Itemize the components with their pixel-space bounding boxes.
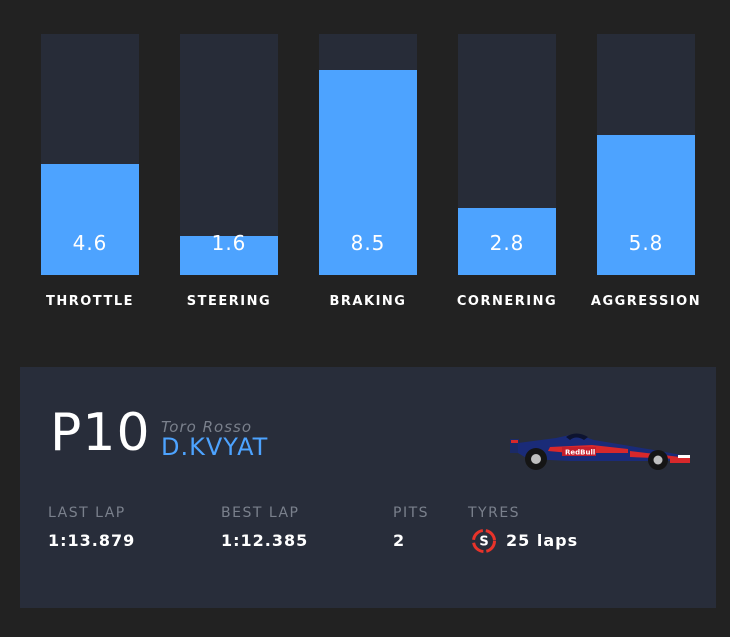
- best-lap-value: 1:12.385: [221, 531, 309, 550]
- throttle-label: THROTTLE: [45, 294, 134, 309]
- soft-tyre-icon: S: [472, 529, 496, 553]
- aggression-bar: 5.8: [597, 34, 695, 275]
- throttle-bar: 4.6: [41, 34, 139, 275]
- tyre-compound-letter: S: [479, 535, 488, 550]
- braking-label: BRAKING: [329, 294, 407, 309]
- last-lap-value: 1:13.879: [48, 531, 136, 550]
- steering-bar: 1.6: [180, 34, 278, 275]
- driver-info-panel: P10 Toro Rosso D.KVYAT RedBull: [20, 367, 716, 608]
- race-position: P10: [50, 403, 151, 463]
- aggression-value: 5.8: [628, 231, 664, 255]
- steering-value: 1.6: [211, 231, 247, 255]
- pits-value: 2: [393, 531, 406, 550]
- driver-name: D.KVYAT: [161, 433, 269, 461]
- steering-label: STEERING: [186, 294, 272, 309]
- f1-car-icon: RedBull: [510, 433, 690, 470]
- aggression-bar-fill: [597, 135, 695, 275]
- cornering-value: 2.8: [489, 231, 525, 255]
- steering-bar-fill: [180, 236, 278, 275]
- aggression-label: AGGRESSION: [590, 294, 702, 309]
- tyres-value: 25 laps: [506, 531, 579, 550]
- svg-text:RedBull: RedBull: [565, 449, 595, 457]
- braking-bar-fill: [319, 70, 417, 275]
- throttle-value: 4.6: [72, 231, 108, 255]
- cornering-bar-fill: [458, 207, 556, 275]
- pits-label: PITS: [393, 505, 430, 521]
- best-lap-label: BEST LAP: [221, 505, 300, 521]
- team-name: Toro Rosso: [161, 418, 253, 436]
- throttle-bar-fill: [41, 164, 139, 275]
- tyres-label: TYRES: [468, 505, 521, 521]
- cornering-label: CORNERING: [456, 294, 558, 309]
- braking-value: 8.5: [350, 231, 386, 255]
- last-lap-label: LAST LAP: [48, 505, 126, 521]
- braking-bar: 8.5: [319, 34, 417, 275]
- cornering-bar: 2.8: [458, 34, 556, 275]
